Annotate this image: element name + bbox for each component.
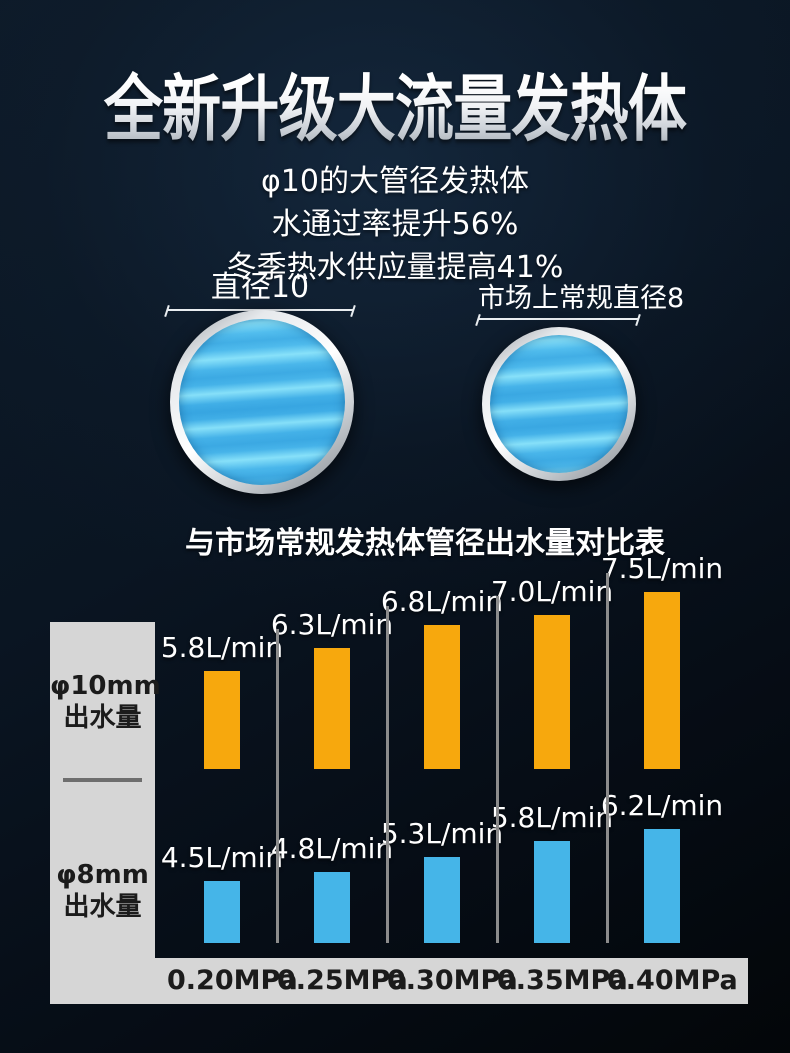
row-label-phi10mm: φ10mm 出水量 — [50, 670, 161, 734]
dimension-tick-icon — [350, 304, 356, 318]
category-label: 0.40MPa — [607, 965, 738, 996]
category-label: 0.25MPa — [277, 965, 408, 996]
category-label: 0.30MPa — [387, 965, 518, 996]
bar-value-label: 5.8L/min — [160, 631, 284, 664]
dimension-tick-icon — [635, 313, 641, 327]
bar-value-label: 7.0L/min — [490, 575, 614, 609]
row-separator-line — [63, 778, 142, 782]
chart-row-label-panel: φ10mm 出水量 φ8mm 出水量 — [50, 622, 161, 1004]
dimension-label-old-pipe: 市场上常规直径8 — [475, 276, 685, 327]
group-divider — [276, 628, 279, 943]
bar-8mm-0.30MPa — [424, 856, 460, 943]
row-label-phi8mm: φ8mm 出水量 — [50, 859, 155, 923]
subtitle-line-3: 冬季热水供应量提高41% — [226, 250, 564, 285]
bar-10mm-0.20MPa — [204, 671, 240, 769]
bar-value-label: 4.8L/min — [270, 831, 394, 865]
row-label-line: φ10mm — [50, 671, 161, 701]
bar-value-label: 6.2L/min — [600, 789, 724, 822]
subtitle: φ10的大管径发热体 水通过率提升56% 冬季热水供应量提高41% — [0, 160, 790, 289]
group-divider — [386, 605, 389, 943]
dimension-tick-icon — [475, 313, 481, 327]
bar-8mm-0.35MPa — [534, 841, 570, 943]
bar-10mm-0.30MPa — [424, 624, 460, 769]
bar-10mm-0.40MPa — [644, 592, 680, 769]
bar-value-label: 6.3L/min — [270, 607, 394, 641]
water-texture — [179, 319, 345, 485]
bar-value-label: 4.5L/min — [160, 841, 284, 874]
page-title: 全新升级大流量发热体 — [71, 66, 719, 152]
subtitle-line-1: φ10的大管径发热体 — [261, 164, 529, 199]
bar-10mm-0.35MPa — [534, 615, 570, 769]
pipe-cross-section-large — [170, 310, 354, 494]
chart-title: 与市场常规发热体管径出水量对比表 — [185, 526, 665, 561]
bar-value-label: 6.8L/min — [380, 584, 504, 618]
bar-10mm-0.25MPa — [314, 647, 350, 769]
bar-8mm-0.20MPa — [204, 881, 240, 943]
dimension-text-new: 直径10 — [210, 270, 310, 305]
bar-value-label: 7.5L/min — [600, 552, 724, 585]
dimension-tick-icon — [164, 304, 170, 318]
water-texture — [490, 335, 628, 473]
row-label-line: 出水量 — [63, 703, 142, 733]
category-label: 0.20MPa — [167, 965, 298, 996]
bar-value-label: 5.3L/min — [380, 816, 504, 850]
dimension-line-icon — [475, 313, 641, 327]
group-divider — [496, 596, 499, 943]
dimension-text-old: 市场上常规直径8 — [478, 283, 685, 314]
dimension-label-new-pipe: 直径10 — [164, 262, 356, 318]
category-label: 0.35MPa — [497, 965, 628, 996]
row-label-line: φ8mm — [56, 860, 149, 890]
bar-value-label: 5.8L/min — [490, 801, 614, 835]
pipe-cross-section-small — [482, 327, 636, 481]
x-axis-band: 0.20MPa 0.25MPa 0.30MPa 0.35MPa 0.40MPa — [155, 958, 748, 1004]
group-divider — [606, 573, 609, 943]
bar-8mm-0.40MPa — [644, 829, 680, 943]
row-label-line: 出水量 — [63, 892, 142, 922]
subtitle-line-2: 水通过率提升56% — [271, 207, 519, 242]
bar-8mm-0.25MPa — [314, 871, 350, 943]
